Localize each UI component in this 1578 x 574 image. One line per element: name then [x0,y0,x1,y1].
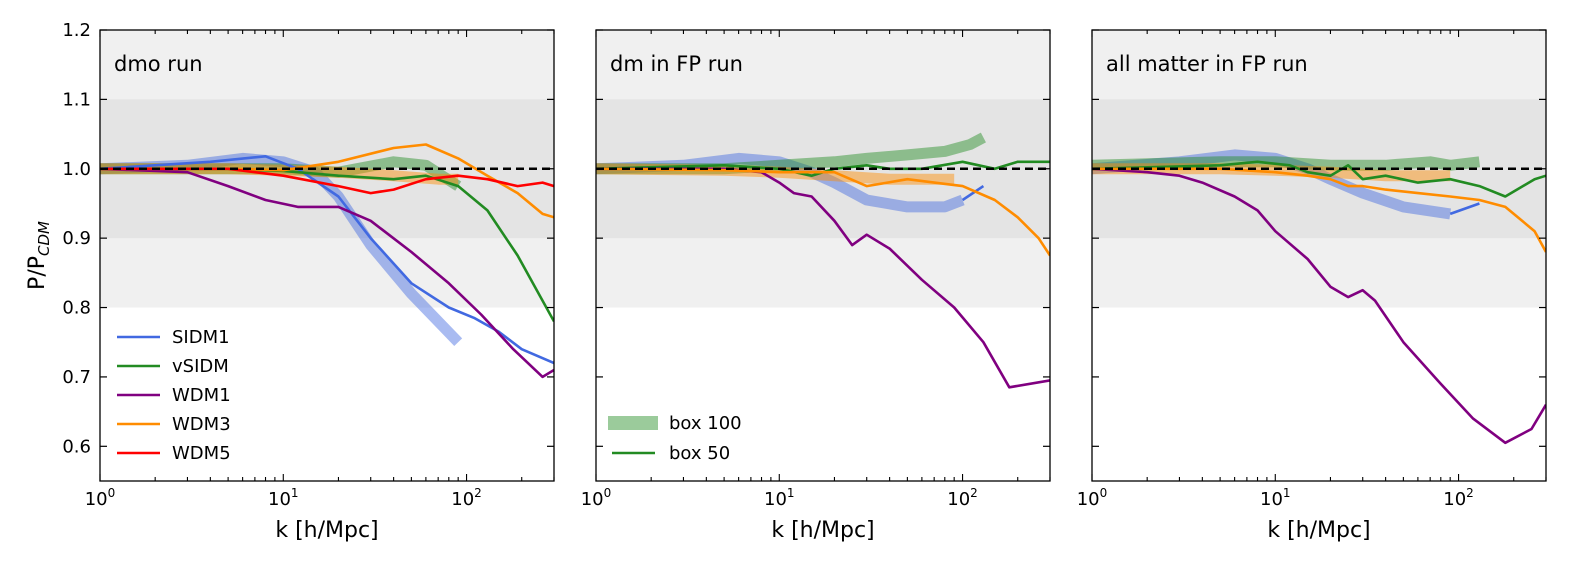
x-tick-label: 100 [1077,486,1108,510]
series-sidm1-box50-line [100,155,554,365]
y-tick-label: 0.7 [62,367,91,388]
series-wdm3-box50-line [1092,167,1546,253]
x-axis-label: k [h/Mpc] [771,518,874,543]
panel-title: all matter in FP run [1106,52,1308,76]
x-tick-label: 100 [581,486,612,510]
y-tick-label: 1.1 [62,89,91,110]
legend-entry-wdm3: WDM3 [117,414,231,435]
y-tick-label: 0.8 [62,298,91,319]
panel-title: dmo run [114,52,203,76]
panel-1: 0.6 0.7 0.8 0.9 1.0 1.1 1.2 100 101 102 k [h/Mpc] P… [25,20,555,543]
legend-label: WDM1 [172,385,231,406]
legend-entry-sidm1: SIDM1 [117,327,230,348]
legend-entry-box100: box 100 [608,413,742,434]
series-sidm1-box50-line [1449,202,1480,216]
plot-area [100,143,554,379]
panel-3: 100 101 102 k [h/Mpc] all matter in FP run [1077,29,1547,543]
axes-frame [99,29,555,482]
legend-label: WDM5 [172,443,231,464]
series-wdm5-box50-line [100,167,554,195]
y-tick-label: 1.0 [62,159,91,180]
x-tick-label: 102 [947,486,978,510]
series-wdm1-box50-line [100,167,554,379]
legend-label: vSIDM [172,356,229,377]
legend-entry-wdm1: WDM1 [117,385,231,406]
x-tick-label: 100 [85,486,116,510]
y-tick-label: 0.9 [62,228,91,249]
plot-area [596,132,1050,389]
legend-label: box 100 [669,413,742,434]
legend-entry-vsidm: vSIDM [117,356,229,377]
panel-2: 100 101 102 k [h/Mpc] dm in FP run box 100 box… [581,29,1051,543]
legend-label: WDM3 [172,414,231,435]
x-tick-label: 102 [451,486,482,510]
y-axis-label: P/PCDM [25,221,53,290]
plot-area [1092,149,1546,445]
legend-entry-box50: box 50 [612,443,730,464]
axes-frame [595,29,1051,482]
y-tick-label: 1.2 [62,20,91,41]
x-tick-label: 102 [1443,486,1474,510]
x-tick-label: 101 [764,486,795,510]
y-tick-label: 0.6 [62,436,91,457]
series-wdm1-box50-line [1092,167,1546,445]
axes-frame [1091,29,1547,482]
x-axis-label: k [h/Mpc] [275,518,378,543]
legend-entry-wdm5: WDM5 [117,443,231,464]
series-sidm1-box100-band [596,152,965,213]
series-vsidm-box50-line [1092,160,1546,198]
legend-label: SIDM1 [172,327,230,348]
x-tick-label: 101 [268,486,299,510]
series-sidm1-box50-line [961,185,985,202]
series-wdm3-box50-line [100,143,554,219]
legend-label: box 50 [669,443,730,464]
series-vsidm-box100-band [1092,156,1481,171]
x-tick-label: 101 [1260,486,1291,510]
legend-swatch-band [608,416,658,430]
series-wdm3-box50-line [596,167,1050,257]
panel-title: dm in FP run [610,52,743,76]
x-axis-label: k [h/Mpc] [1267,518,1370,543]
